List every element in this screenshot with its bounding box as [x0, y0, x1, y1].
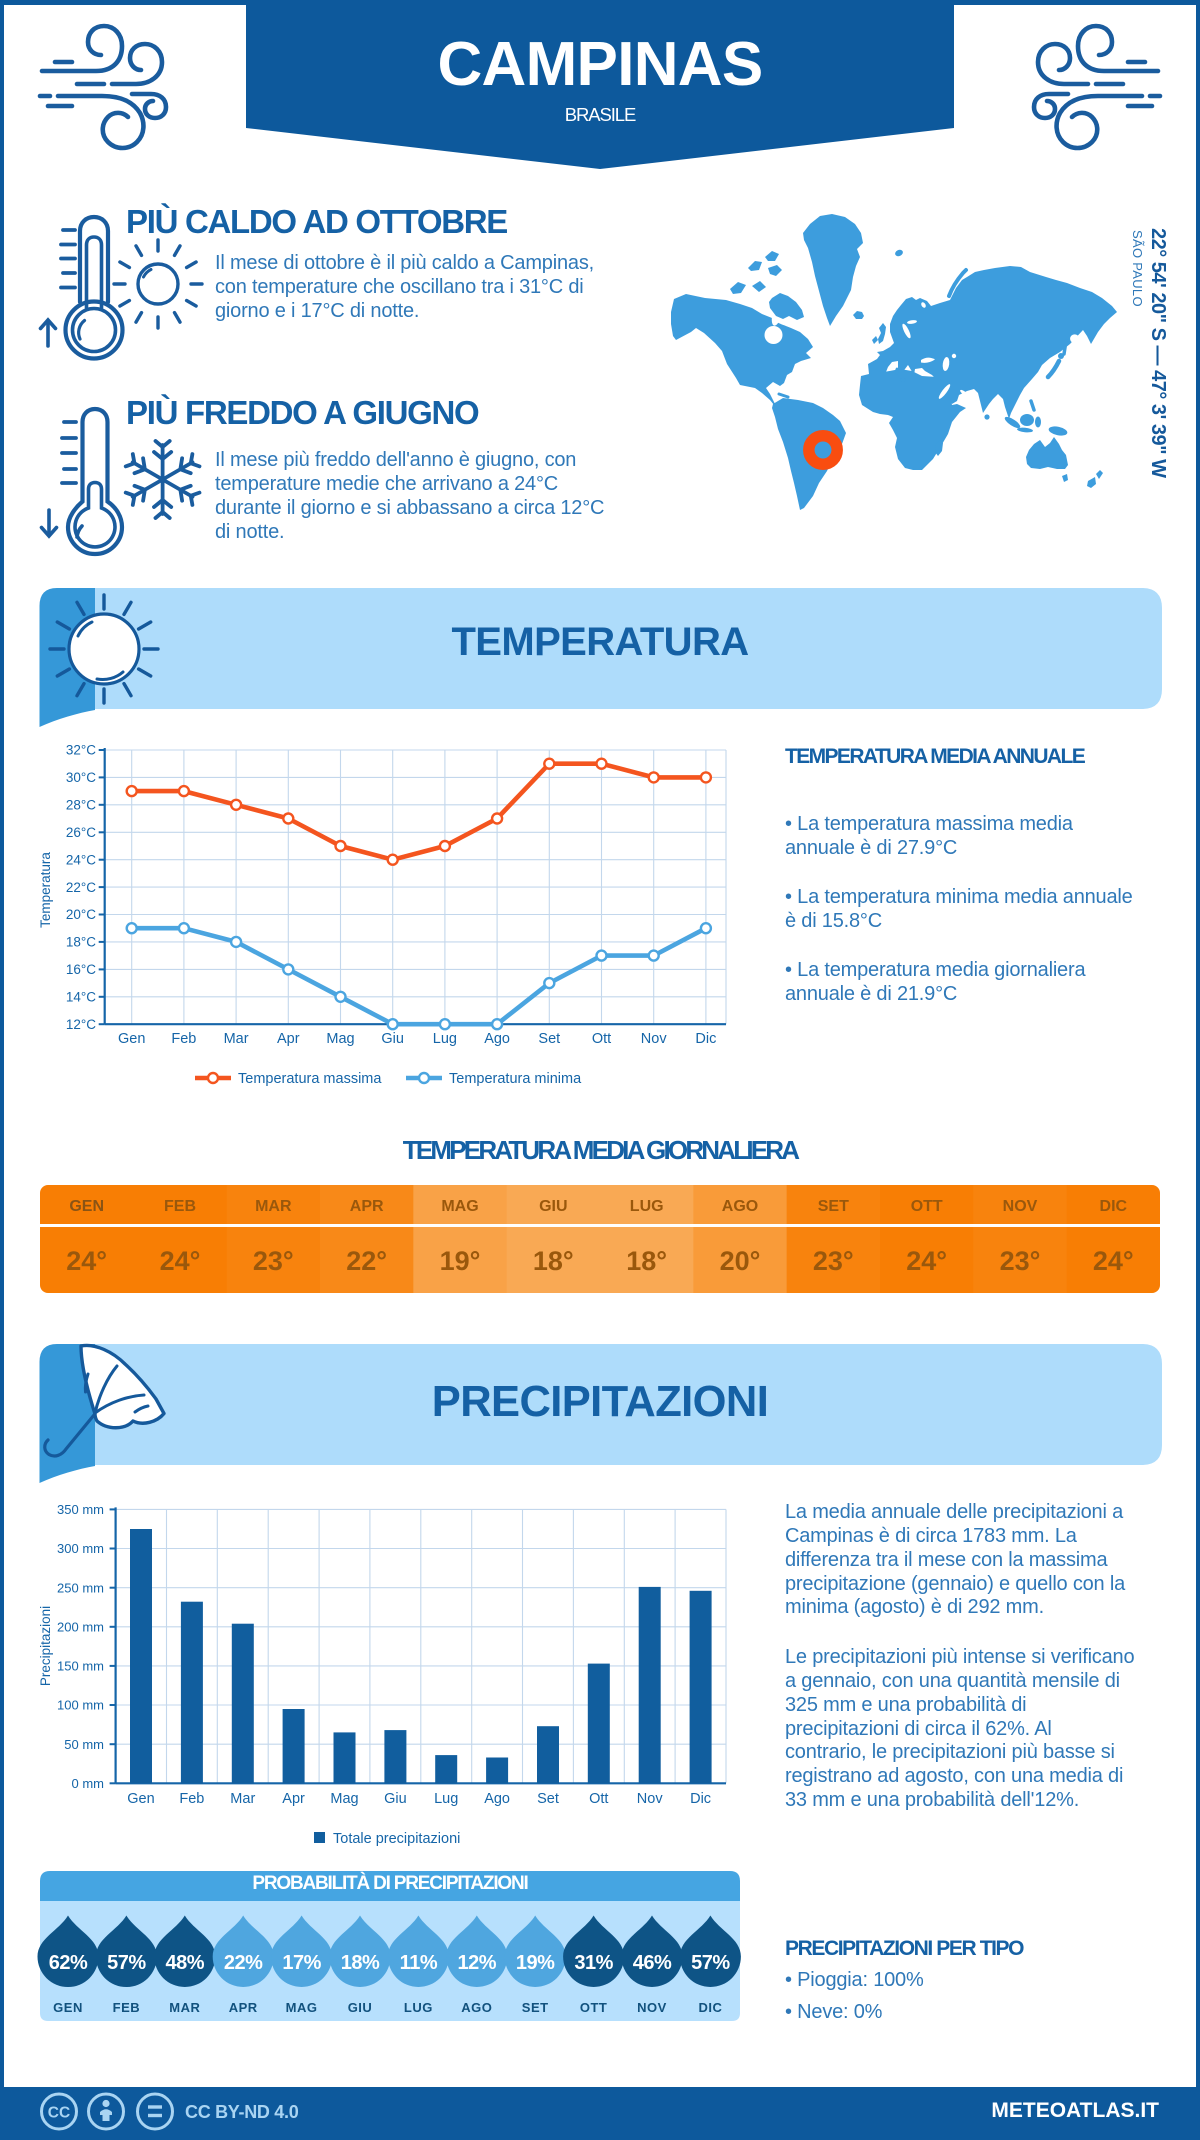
svg-text:MAG: MAG: [441, 1198, 478, 1215]
svg-text:Dic: Dic: [690, 1791, 711, 1807]
svg-text:0 mm: 0 mm: [72, 1776, 105, 1791]
svg-text:NOV: NOV: [637, 2000, 667, 2015]
svg-text:23°: 23°: [1000, 1246, 1041, 1276]
svg-text:Gen: Gen: [127, 1791, 154, 1807]
svg-text:Apr: Apr: [282, 1791, 305, 1807]
svg-text:200 mm: 200 mm: [57, 1619, 104, 1634]
svg-text:31%: 31%: [574, 1952, 613, 1974]
svg-text:DIC: DIC: [698, 2000, 722, 2015]
svg-text:50 mm: 50 mm: [64, 1737, 104, 1752]
svg-text:Temperatura minima: Temperatura minima: [449, 1071, 582, 1087]
svg-text:18°: 18°: [533, 1246, 574, 1276]
svg-text:OTT: OTT: [580, 2000, 608, 2015]
svg-text:12%: 12%: [458, 1952, 497, 1974]
svg-text:26°C: 26°C: [66, 825, 96, 840]
svg-text:20°C: 20°C: [66, 907, 96, 922]
svg-text:MAR: MAR: [169, 2000, 200, 2015]
svg-text:Mar: Mar: [224, 1031, 249, 1047]
svg-text:300 mm: 300 mm: [57, 1541, 104, 1556]
svg-text:CC: CC: [48, 2105, 70, 2122]
svg-text:Gen: Gen: [118, 1031, 145, 1047]
svg-text:18%: 18%: [341, 1952, 380, 1974]
svg-text:LUG: LUG: [404, 2000, 433, 2015]
svg-text:Feb: Feb: [171, 1031, 196, 1047]
svg-text:20°: 20°: [720, 1246, 761, 1276]
svg-text:MAR: MAR: [255, 1198, 292, 1215]
svg-text:11%: 11%: [400, 1952, 438, 1974]
svg-text:LUG: LUG: [630, 1198, 664, 1215]
svg-text:17%: 17%: [282, 1952, 321, 1974]
svg-text:24°C: 24°C: [66, 852, 96, 867]
svg-text:57%: 57%: [107, 1952, 146, 1974]
svg-text:Precipitazioni: Precipitazioni: [38, 1606, 53, 1686]
svg-text:AGO: AGO: [461, 2000, 492, 2015]
svg-text:Dic: Dic: [695, 1031, 716, 1047]
svg-text:GIU: GIU: [539, 1198, 567, 1215]
svg-text:48%: 48%: [166, 1952, 205, 1974]
svg-text:46%: 46%: [633, 1952, 672, 1974]
svg-text:Lug: Lug: [434, 1791, 458, 1807]
svg-text:Giu: Giu: [384, 1791, 407, 1807]
svg-text:18°C: 18°C: [66, 935, 96, 950]
svg-text:Giu: Giu: [381, 1031, 404, 1047]
svg-text:APR: APR: [229, 2000, 258, 2015]
svg-text:Ago: Ago: [484, 1031, 510, 1047]
svg-text:350 mm: 350 mm: [57, 1502, 104, 1517]
svg-text:APR: APR: [350, 1198, 384, 1215]
svg-text:Lug: Lug: [433, 1031, 457, 1047]
svg-text:Totale precipitazioni: Totale precipitazioni: [333, 1831, 460, 1847]
svg-text:GEN: GEN: [69, 1198, 104, 1215]
svg-text:Temperatura: Temperatura: [38, 852, 53, 928]
svg-text:19°: 19°: [440, 1246, 481, 1276]
svg-text:Apr: Apr: [277, 1031, 300, 1047]
svg-text:SET: SET: [818, 1198, 849, 1215]
svg-text:Mag: Mag: [330, 1791, 358, 1807]
svg-text:NOV: NOV: [1003, 1198, 1038, 1215]
svg-text:18°: 18°: [626, 1246, 667, 1276]
svg-text:32°C: 32°C: [66, 743, 96, 758]
svg-text:FEB: FEB: [113, 2000, 141, 2015]
svg-text:62%: 62%: [49, 1952, 88, 1974]
svg-text:MAG: MAG: [286, 2000, 318, 2015]
svg-text:Ott: Ott: [589, 1791, 608, 1807]
svg-text:28°C: 28°C: [66, 798, 96, 813]
svg-text:Temperatura massima: Temperatura massima: [238, 1071, 382, 1087]
svg-text:19%: 19%: [516, 1952, 555, 1974]
svg-text:Mar: Mar: [230, 1791, 255, 1807]
svg-text:24°: 24°: [1093, 1246, 1134, 1276]
svg-text:Feb: Feb: [179, 1791, 204, 1807]
svg-text:Set: Set: [537, 1791, 559, 1807]
svg-text:GIU: GIU: [348, 2000, 373, 2015]
svg-text:57%: 57%: [691, 1952, 730, 1974]
svg-text:FEB: FEB: [164, 1198, 196, 1215]
svg-text:AGO: AGO: [722, 1198, 758, 1215]
svg-text:GEN: GEN: [53, 2000, 83, 2015]
svg-text:DIC: DIC: [1100, 1198, 1128, 1215]
svg-text:Set: Set: [538, 1031, 560, 1047]
svg-text:250 mm: 250 mm: [57, 1580, 104, 1595]
svg-text:30°C: 30°C: [66, 770, 96, 785]
svg-text:100 mm: 100 mm: [57, 1698, 104, 1713]
svg-text:22%: 22%: [224, 1952, 263, 1974]
svg-text:12°C: 12°C: [66, 1017, 96, 1032]
svg-text:23°: 23°: [813, 1246, 854, 1276]
svg-text:24°: 24°: [66, 1246, 107, 1276]
svg-text:24°: 24°: [906, 1246, 947, 1276]
svg-text:22°C: 22°C: [66, 880, 96, 895]
svg-text:24°: 24°: [160, 1246, 201, 1276]
svg-text:Mag: Mag: [326, 1031, 354, 1047]
svg-text:Ago: Ago: [484, 1791, 510, 1807]
svg-text:Nov: Nov: [637, 1791, 664, 1807]
svg-text:OTT: OTT: [911, 1198, 943, 1215]
svg-text:23°: 23°: [253, 1246, 294, 1276]
svg-text:150 mm: 150 mm: [57, 1659, 104, 1674]
svg-text:Nov: Nov: [641, 1031, 668, 1047]
svg-text:16°C: 16°C: [66, 962, 96, 977]
svg-text:Ott: Ott: [592, 1031, 611, 1047]
svg-text:14°C: 14°C: [66, 990, 96, 1005]
svg-text:SET: SET: [522, 2000, 549, 2015]
svg-text:22°: 22°: [346, 1246, 387, 1276]
